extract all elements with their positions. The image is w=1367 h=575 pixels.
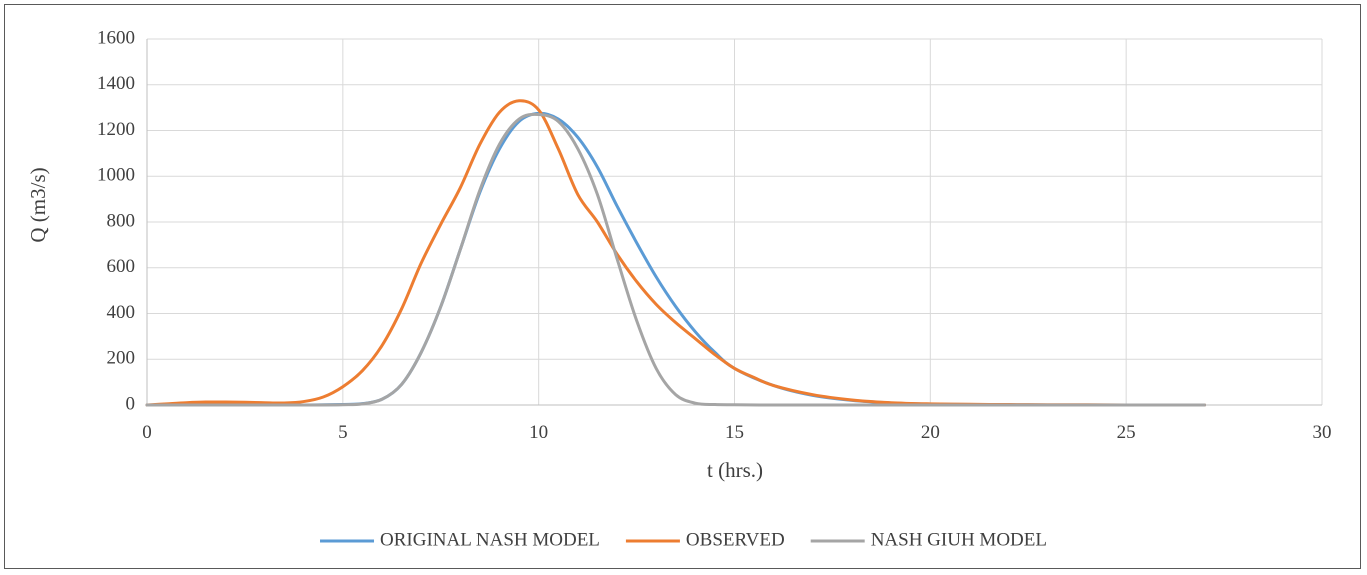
y-tick-label: 1400 xyxy=(97,73,135,94)
x-tick-label: 25 xyxy=(1117,422,1136,443)
x-tick-label: 0 xyxy=(142,422,152,443)
legend-label-observed: OBSERVED xyxy=(686,529,785,550)
series-line-original-nash-model xyxy=(145,111,1206,407)
x-axis-label: t (hrs.) xyxy=(707,458,763,482)
y-tick-label: 1200 xyxy=(97,119,135,140)
legend-label-nash-giuh-model: NASH GIUH MODEL xyxy=(871,529,1047,550)
y-tick-label: 0 xyxy=(126,393,136,414)
y-tick-label: 800 xyxy=(107,210,136,231)
y-tick-label: 600 xyxy=(107,256,136,277)
y-tick-label: 1000 xyxy=(97,165,135,186)
series-lines xyxy=(145,99,1206,407)
x-tick-label: 30 xyxy=(1313,422,1332,443)
legend: ORIGINAL NASH MODEL OBSERVED NASH GIUH MOD… xyxy=(320,529,1047,550)
gridlines xyxy=(147,38,1323,405)
legend-label-original-nash-model: ORIGINAL NASH MODEL xyxy=(380,529,600,550)
x-tick-label: 10 xyxy=(529,422,548,443)
line-chart: 0 200 400 600 800 1000 1200 1400 1600 0 5 10 15 20 25 3… xyxy=(26,27,1332,550)
y-tick-label: 1600 xyxy=(97,27,135,48)
tick-labels: 0 200 400 600 800 1000 1200 1400 1600 0 5 10 15 20 25 3… xyxy=(97,27,1332,443)
x-tick-label: 5 xyxy=(338,422,348,443)
x-tick-label: 15 xyxy=(725,422,744,443)
y-tick-label: 400 xyxy=(107,302,136,323)
series-line-nash-giuh-model xyxy=(145,112,1206,407)
y-axis-label: Q (m3/s) xyxy=(26,167,50,242)
x-tick-label: 20 xyxy=(921,422,940,443)
chart-frame: 0 200 400 600 800 1000 1200 1400 1600 0 5 10 15 20 25 3… xyxy=(4,4,1361,569)
y-tick-label: 200 xyxy=(107,348,136,369)
